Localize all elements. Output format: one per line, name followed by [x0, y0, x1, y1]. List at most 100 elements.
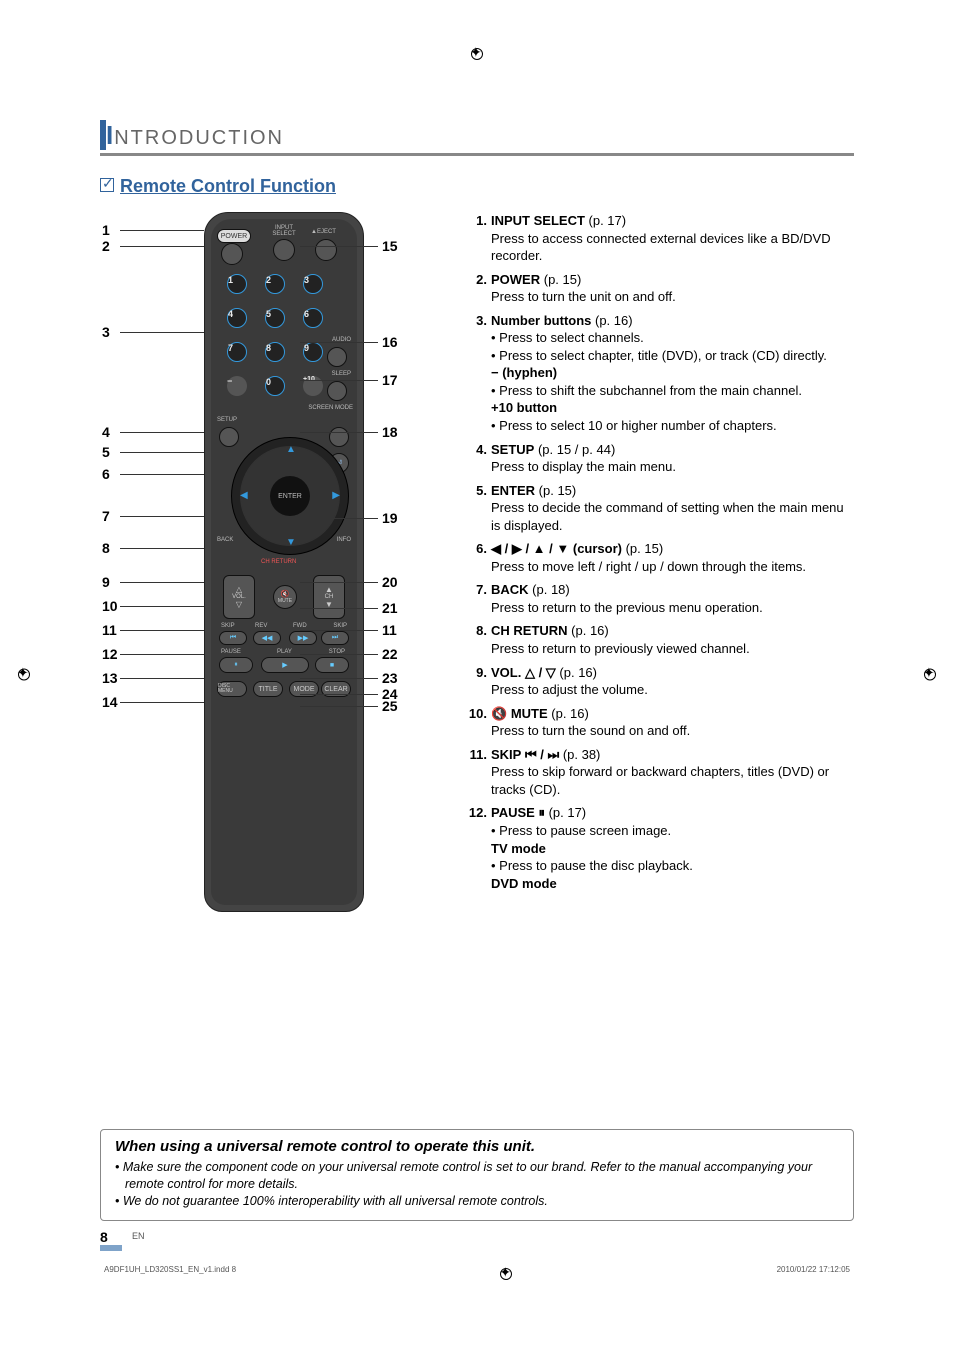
callout-line	[300, 630, 378, 631]
callout-line	[120, 654, 204, 655]
info-label: INFO	[337, 537, 351, 543]
function-number: 10.	[465, 705, 491, 740]
callout-number: 2	[102, 238, 110, 254]
function-number: 11.	[465, 746, 491, 799]
callout-line	[120, 548, 204, 549]
function-body: SETUP (p. 15 / p. 44)Press to display th…	[491, 441, 854, 476]
page: INTRODUCTION Remote Control Function POW…	[0, 0, 954, 1351]
callout-number: 12	[102, 646, 118, 662]
eject-button	[315, 239, 337, 261]
print-meta: A9DF1UH_LD320SS1_EN_v1.indd 8 2010/01/22…	[100, 1265, 854, 1283]
callout-number: 5	[102, 444, 110, 460]
function-number: 1.	[465, 212, 491, 265]
callout-line	[120, 702, 204, 703]
print-stamp: 2010/01/22 17:12:05	[777, 1265, 850, 1283]
callout-line	[120, 630, 204, 631]
setup-label: SETUP	[217, 417, 237, 423]
rev-label: REV	[255, 623, 267, 629]
registration-mark-icon	[15, 665, 33, 686]
function-body: VOL. △ / ▽ (p. 16)Press to adjust the vo…	[491, 664, 854, 699]
function-number: 9.	[465, 664, 491, 699]
function-body: 🔇 MUTE (p. 16)Press to turn the sound on…	[491, 705, 854, 740]
content-area: INTRODUCTION Remote Control Function POW…	[100, 120, 854, 1291]
function-body: SKIP ⏮ / ⏭ (p. 38)Press to skip forward …	[491, 746, 854, 799]
page-bar-icon	[100, 1245, 122, 1251]
function-item: 1.INPUT SELECT (p. 17)Press to access co…	[465, 212, 854, 265]
callout-number: 3	[102, 324, 110, 340]
num-button: 4	[227, 308, 247, 328]
function-item: 7.BACK (p. 18)Press to return to the pre…	[465, 581, 854, 616]
callout-number: 17	[382, 372, 398, 388]
remote-body: POWER INPUT SELECT ▲EJECT 1 2 3	[204, 212, 364, 912]
callout-line	[120, 516, 204, 517]
sleep-label: SLEEP	[332, 371, 351, 377]
chapter-header: INTRODUCTION	[100, 120, 854, 156]
registration-mark-icon	[497, 1265, 515, 1283]
hyphen-button: −	[227, 376, 247, 396]
sleep-button	[327, 381, 347, 401]
callout-line	[300, 432, 378, 433]
callout-number: 4	[102, 424, 110, 440]
callout-number: 21	[382, 600, 398, 616]
eject-label: ▲EJECT	[311, 229, 336, 235]
number-pad: 1 2 3 4 5 6 7 8 9 − 0 +1	[227, 274, 329, 402]
callout-number: 13	[102, 670, 118, 686]
num-button: 0	[265, 376, 285, 396]
setup-button	[219, 427, 239, 447]
callout-number: 11	[102, 622, 117, 638]
chreturn-label: CH RETURN	[261, 559, 296, 565]
page-number: 8	[100, 1229, 108, 1245]
callout-line	[120, 678, 204, 679]
function-item: 10.🔇 MUTE (p. 16)Press to turn the sound…	[465, 705, 854, 740]
callout-number: 10	[102, 598, 118, 614]
skip2-label: SKIP	[333, 623, 347, 629]
page-footer: 8 EN	[100, 1229, 145, 1251]
note-line: We do not guarantee 100% interoperabilit…	[115, 1193, 839, 1210]
num-button: 2	[265, 274, 285, 294]
function-item: 8.CH RETURN (p. 16)Press to return to pr…	[465, 622, 854, 657]
num-button: 5	[265, 308, 285, 328]
dpad: ENTER ▲ ▼ ◀ ▶	[231, 437, 349, 555]
function-item: 12.PAUSE ⏸ (p. 17)Press to pause screen …	[465, 804, 854, 892]
num-button: 8	[265, 342, 285, 362]
back-label: BACK	[217, 537, 233, 543]
function-item: 5.ENTER (p. 15)Press to decide the comma…	[465, 482, 854, 535]
screenmode-label: SCREEN MODE	[308, 405, 353, 411]
check-icon	[100, 178, 114, 192]
callout-number: 22	[382, 646, 398, 662]
callout-line	[300, 380, 378, 381]
callout-line	[120, 332, 204, 333]
function-number: 5.	[465, 482, 491, 535]
registration-mark-icon	[921, 665, 939, 686]
num-button: 9	[303, 342, 323, 362]
function-number: 3.	[465, 312, 491, 435]
callout-number: 14	[102, 694, 118, 710]
callout-number: 6	[102, 466, 110, 482]
callout-number: 9	[102, 574, 110, 590]
callout-line	[120, 474, 204, 475]
function-number: 8.	[465, 622, 491, 657]
function-body: Number buttons (p. 16)Press to select ch…	[491, 312, 854, 435]
skipfwd-button: ⏭	[321, 631, 349, 645]
function-item: 6.◀ / ▶ / ▲ / ▼ (cursor) (p. 15)Press to…	[465, 540, 854, 575]
power-round-button	[221, 243, 243, 265]
callout-number: 11	[382, 622, 397, 638]
function-item: 3.Number buttons (p. 16)Press to select …	[465, 312, 854, 435]
callout-line	[120, 230, 204, 231]
function-number: 6.	[465, 540, 491, 575]
callout-number: 23	[382, 670, 398, 686]
callout-line	[300, 608, 378, 609]
input-select-button	[273, 239, 295, 261]
num-button: 7	[227, 342, 247, 362]
function-body: INPUT SELECT (p. 17)Press to access conn…	[491, 212, 854, 265]
callout-line	[120, 432, 204, 433]
rev-button: ◀◀	[253, 631, 281, 645]
callout-number: 16	[382, 334, 398, 350]
function-body: BACK (p. 18)Press to return to the previ…	[491, 581, 854, 616]
stop-button: ■	[315, 657, 349, 673]
page-lang: EN	[132, 1231, 145, 1241]
title-button: TITLE	[253, 681, 283, 697]
vol-rocker: △VOL.▽	[223, 575, 255, 619]
function-body: PAUSE ⏸ (p. 17)Press to pause screen ima…	[491, 804, 854, 892]
mute-button: 🔇MUTE	[273, 585, 297, 609]
